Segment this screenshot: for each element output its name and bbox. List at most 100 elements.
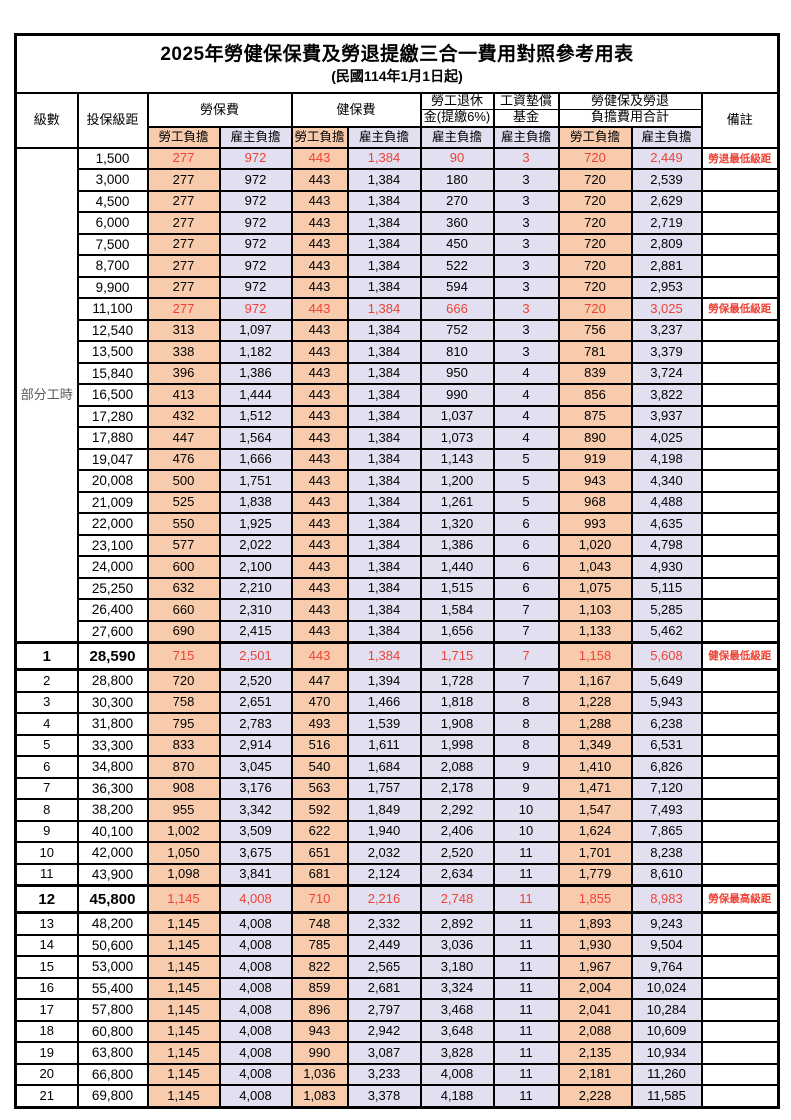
bracket-cell: 42,000 <box>76 841 149 865</box>
health-employee-cell: 443 <box>290 512 349 536</box>
part-time-row: 23,100 577 2,022 443 1,384 1,386 6 1,020 4,798 <box>16 533 780 558</box>
health-employer-cell: 1,757 <box>346 776 422 801</box>
total-employer-cell: 7,493 <box>630 798 703 822</box>
health-employee-cell: 470 <box>290 690 349 715</box>
wage-fund-employer-cell: 3 <box>492 254 560 278</box>
wage-fund-employer-cell: 7 <box>492 619 560 644</box>
health-employee-cell: 516 <box>290 733 349 758</box>
bracket-cell: 9,900 <box>76 275 149 300</box>
remark-cell: 健保最低級距 <box>700 641 780 672</box>
labor-employee-cell: 600 <box>146 555 221 579</box>
total-employer-cell: 4,488 <box>630 490 703 515</box>
level-row: 3 30,300 758 2,651 470 1,466 1,818 8 1,228 5,943 <box>14 690 780 715</box>
wage-fund-employer-cell: 9 <box>492 776 560 801</box>
bracket-cell: 3,000 <box>76 168 149 192</box>
pension-employer-cell: 1,200 <box>419 469 495 493</box>
header-total-line1: 勞健保及勞退 <box>557 91 703 110</box>
labor-employee-cell: 277 <box>146 254 221 278</box>
labor-employer-cell: 1,097 <box>218 318 293 343</box>
part-time-row: 3,000 277 972 443 1,384 180 3 720 2,539 <box>16 168 780 192</box>
level-cell: 8 <box>14 798 79 822</box>
remark-cell <box>700 383 780 407</box>
health-employee-cell: 443 <box>290 211 349 235</box>
health-employee-cell: 443 <box>290 383 349 407</box>
health-employee-cell: 990 <box>290 1041 349 1065</box>
level-cell: 2 <box>14 668 79 693</box>
total-employee-cell: 856 <box>557 383 633 407</box>
page-title: 2025年勞健保保費及勞退提繳三合一費用對照參考用表 <box>160 44 634 66</box>
total-employer-cell: 3,937 <box>630 404 703 429</box>
pension-employer-cell: 3,036 <box>419 933 495 958</box>
health-employee-cell: 443 <box>290 490 349 515</box>
remark-cell <box>700 598 780 622</box>
part-time-row: 25,250 632 2,210 443 1,384 1,515 6 1,075 5,115 <box>16 576 780 601</box>
total-employee-cell: 1,967 <box>557 955 633 979</box>
health-employee-cell: 540 <box>290 755 349 779</box>
labor-employee-cell: 1,145 <box>146 884 221 915</box>
total-employee-cell: 1,547 <box>557 798 633 822</box>
health-employee-cell: 748 <box>290 911 349 936</box>
labor-employer-cell: 2,501 <box>218 641 293 672</box>
wage-fund-employer-cell: 3 <box>492 168 560 192</box>
part-time-row: 13,500 338 1,182 443 1,384 810 3 781 3,379 <box>16 340 780 364</box>
health-employee-cell: 443 <box>290 275 349 300</box>
pension-employer-cell: 3,648 <box>419 1019 495 1044</box>
health-employee-cell: 443 <box>290 232 349 257</box>
wage-fund-employer-cell: 11 <box>492 998 560 1022</box>
bracket-cell: 22,000 <box>76 512 149 536</box>
pension-employer-cell: 2,892 <box>419 911 495 936</box>
wage-fund-employer-cell: 3 <box>492 275 560 300</box>
total-employee-cell: 720 <box>557 297 633 321</box>
health-employer-cell: 1,466 <box>346 690 422 715</box>
part-time-row: 6,000 277 972 443 1,384 360 3 720 2,719 <box>16 211 780 235</box>
total-employee-cell: 1,103 <box>557 598 633 622</box>
health-employer-cell: 2,681 <box>346 976 422 1001</box>
labor-employee-cell: 447 <box>146 426 221 450</box>
bracket-cell: 17,280 <box>76 404 149 429</box>
level-row: 20 66,800 1,145 4,008 1,036 3,233 4,008 11 2,181… <box>14 1062 780 1087</box>
labor-employee-cell: 632 <box>146 576 221 601</box>
remark-cell <box>700 555 780 579</box>
pension-employer-cell: 450 <box>419 232 495 257</box>
remark-cell <box>700 254 780 278</box>
subheader-pension-employer: 雇主負擔 <box>419 125 495 149</box>
total-employer-cell: 5,608 <box>630 641 703 672</box>
bracket-cell: 27,600 <box>76 619 149 644</box>
labor-employee-cell: 1,050 <box>146 841 221 865</box>
level-cell: 15 <box>14 955 79 979</box>
pension-employer-cell: 360 <box>419 211 495 235</box>
level-row: 14 50,600 1,145 4,008 785 2,449 3,036 11 1,930 9,… <box>14 933 780 958</box>
health-employer-cell: 1,384 <box>346 404 422 429</box>
health-employer-cell: 1,384 <box>346 576 422 601</box>
health-employer-cell: 1,384 <box>346 254 422 278</box>
level-row: 19 63,800 1,145 4,008 990 3,087 3,828 11 2,135 10… <box>14 1041 780 1065</box>
header-pension-line2: 金(提繳6%) <box>419 108 495 128</box>
total-employer-cell: 3,025 <box>630 297 703 321</box>
pension-employer-cell: 1,656 <box>419 619 495 644</box>
health-employee-cell: 443 <box>290 146 349 171</box>
labor-employee-cell: 277 <box>146 232 221 257</box>
remark-cell <box>700 998 780 1022</box>
level-cell: 20 <box>14 1062 79 1087</box>
level-cell: 18 <box>14 1019 79 1044</box>
health-employee-cell: 592 <box>290 798 349 822</box>
total-employee-cell: 1,075 <box>557 576 633 601</box>
level-row: 2 28,800 720 2,520 447 1,394 1,728 7 1,167 5,649 <box>14 668 780 693</box>
health-employer-cell: 1,384 <box>346 297 422 321</box>
health-employee-cell: 785 <box>290 933 349 958</box>
labor-employee-cell: 500 <box>146 469 221 493</box>
total-employee-cell: 1,893 <box>557 911 633 936</box>
health-employer-cell: 1,394 <box>346 668 422 693</box>
health-employee-cell: 443 <box>290 469 349 493</box>
labor-employer-cell: 2,651 <box>218 690 293 715</box>
wage-fund-employer-cell: 3 <box>492 146 560 171</box>
level-row: 7 36,300 908 3,176 563 1,757 2,178 9 1,471 7,120 <box>14 776 780 801</box>
total-employer-cell: 5,462 <box>630 619 703 644</box>
level-cell: 21 <box>14 1084 79 1109</box>
labor-employer-cell: 2,783 <box>218 712 293 736</box>
bracket-cell: 8,700 <box>76 254 149 278</box>
labor-employee-cell: 1,145 <box>146 998 221 1022</box>
pension-employer-cell: 2,748 <box>419 884 495 915</box>
premium-table: 2025年勞健保保費及勞退提繳三合一費用對照參考用表 (民國114年1月1日起)… <box>14 33 781 1109</box>
total-employee-cell: 1,228 <box>557 690 633 715</box>
